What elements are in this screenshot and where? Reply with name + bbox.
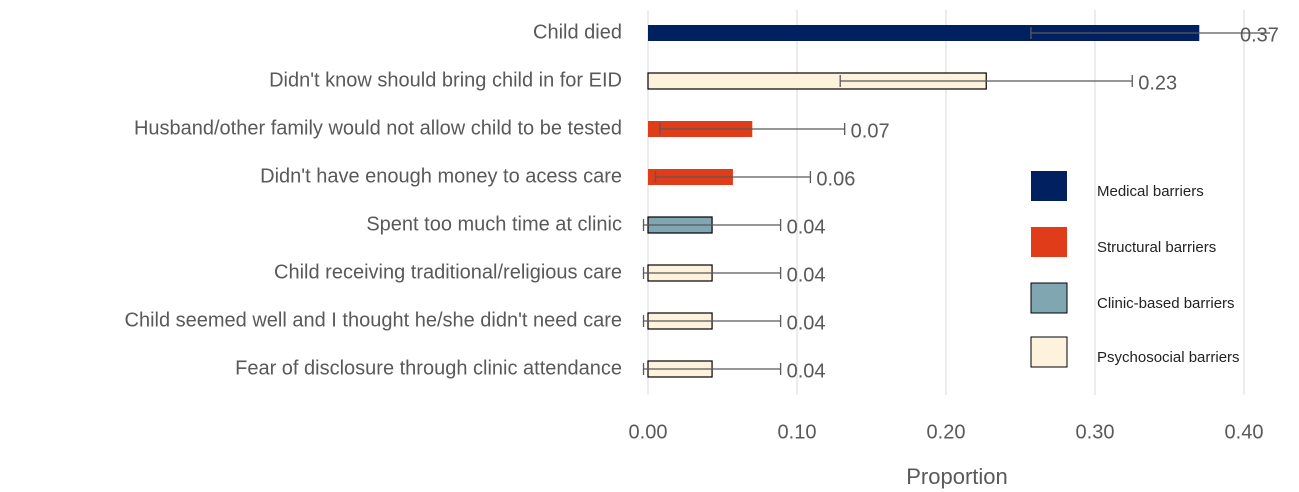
value-label: 0.23: [1138, 72, 1177, 94]
y-tick-label: Didn't know should bring child in for EI…: [269, 69, 622, 91]
error-bar: [642, 267, 782, 279]
x-tick-label: 0.00: [629, 421, 668, 443]
value-label: 0.06: [816, 168, 855, 190]
legend-swatch: [1030, 282, 1068, 314]
legend-label: Medical barriers: [1097, 183, 1204, 200]
error-bar: [642, 315, 782, 327]
value-label: 0.04: [787, 312, 826, 334]
y-tick-label: Child receiving traditional/religious ca…: [274, 261, 622, 283]
legend-label: Structural barriers: [1097, 239, 1216, 256]
y-tick-label: Didn't have enough money to acess care: [260, 165, 622, 187]
y-tick-label: Husband/other family would not allow chi…: [134, 117, 622, 139]
legend-swatch: [1031, 171, 1067, 201]
bar: [648, 25, 1200, 41]
error-bar: [839, 75, 1133, 87]
legend-label: Psychosocial barriers: [1097, 349, 1240, 366]
y-tick-label: Child seemed well and I thought he/she d…: [125, 309, 622, 331]
y-tick-label: Spent too much time at clinic: [366, 213, 622, 235]
error-bar: [1030, 27, 1270, 39]
legend-swatch: [1030, 336, 1068, 368]
error-bar: [642, 219, 782, 231]
y-tick-label: Child died: [533, 21, 622, 43]
x-tick-label: 0.10: [778, 421, 817, 443]
value-label: 0.04: [787, 360, 826, 382]
value-label: 0.07: [851, 120, 890, 142]
x-axis-title: Proportion: [906, 464, 1008, 489]
x-tick-label: 0.30: [1076, 421, 1115, 443]
value-label: 0.04: [787, 216, 826, 238]
value-label: 0.37: [1240, 24, 1279, 46]
x-tick-label: 0.40: [1225, 421, 1264, 443]
value-label: 0.04: [787, 264, 826, 286]
x-tick-label: 0.20: [927, 421, 966, 443]
error-bar: [659, 123, 846, 135]
legend-label: Clinic-based barriers: [1097, 295, 1235, 312]
plot-area: [642, 27, 1270, 375]
error-bar: [642, 363, 782, 375]
legend-swatch: [1031, 227, 1067, 257]
y-tick-label: Fear of disclosure through clinic attend…: [235, 357, 622, 379]
error-bar: [654, 171, 812, 183]
